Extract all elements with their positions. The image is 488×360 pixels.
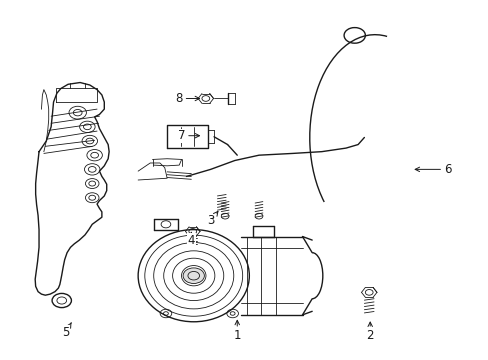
Text: 4: 4 xyxy=(187,233,195,247)
Ellipse shape xyxy=(85,179,99,189)
Text: 6: 6 xyxy=(414,163,450,176)
Ellipse shape xyxy=(69,106,86,119)
Text: 8: 8 xyxy=(175,92,199,105)
Ellipse shape xyxy=(85,193,99,203)
Ellipse shape xyxy=(183,268,204,283)
Ellipse shape xyxy=(87,149,102,161)
Text: 1: 1 xyxy=(233,320,241,342)
Text: 5: 5 xyxy=(62,323,71,339)
Ellipse shape xyxy=(84,164,100,175)
Ellipse shape xyxy=(80,121,95,132)
Text: 7: 7 xyxy=(178,129,199,142)
Text: 3: 3 xyxy=(206,211,218,227)
Ellipse shape xyxy=(52,293,71,307)
Ellipse shape xyxy=(82,135,97,147)
Text: 2: 2 xyxy=(366,322,373,342)
Ellipse shape xyxy=(138,230,249,322)
